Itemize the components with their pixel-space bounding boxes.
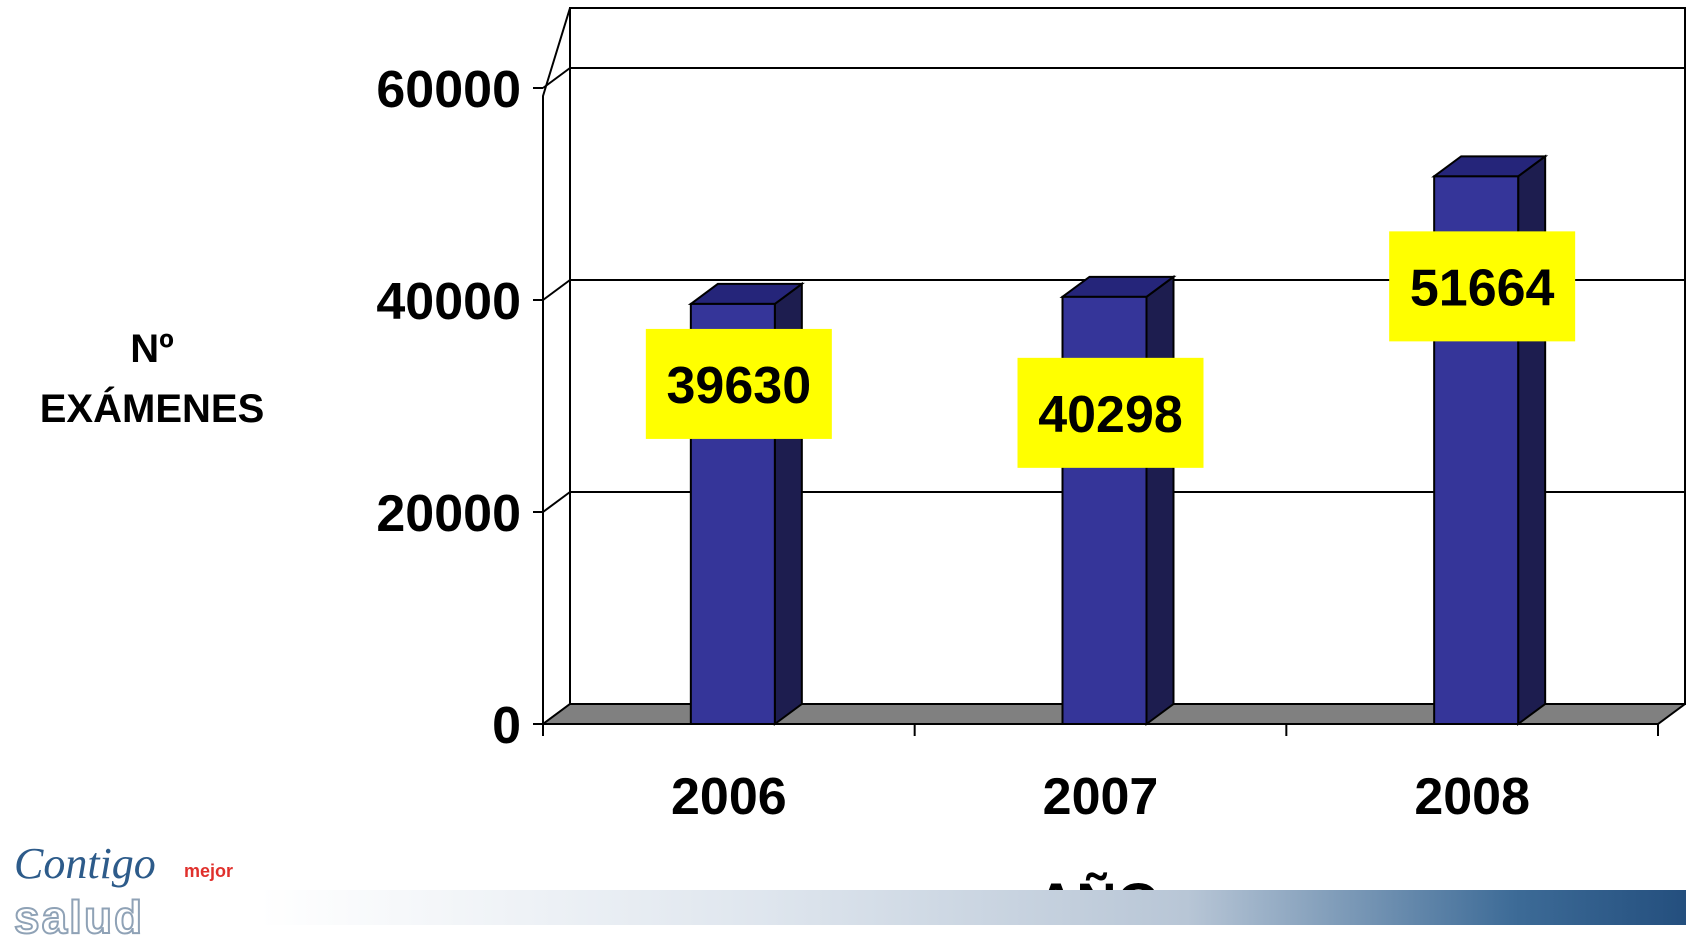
data-label-box-2006 — [645, 328, 832, 439]
x-tick-labels: 2006 2007 2008 — [671, 768, 1530, 826]
y-axis-title-line-2: EXÁMENES — [40, 386, 265, 431]
data-label-text-2007: 40298 — [1038, 386, 1183, 444]
data-label-2006: 39630 — [645, 328, 832, 439]
y-tick-label-60000: 60000 — [376, 61, 521, 119]
logo-text-mejor: mejor — [184, 861, 234, 881]
data-label-2007: 40298 — [1017, 357, 1204, 468]
data-label-box-2007 — [1017, 357, 1204, 468]
data-label-2008: 51664 — [1389, 231, 1576, 342]
bar-2007 — [1059, 274, 1177, 726]
y-tick-label-40000: 40000 — [376, 273, 521, 331]
y-axis-title-line-1: Nº — [130, 327, 174, 371]
x-tick-label-2006: 2006 — [671, 768, 787, 826]
logo: Contigo mejor salud — [13, 839, 254, 942]
y-tick-label-20000: 20000 — [376, 485, 521, 543]
x-tick-label-2008: 2008 — [1414, 768, 1530, 826]
gridline-side-20000 — [542, 491, 571, 513]
side-wall — [542, 7, 571, 726]
footer-band — [260, 890, 1686, 925]
gridline-side-40000 — [542, 279, 571, 301]
data-labels: 39630 40298 51664 — [645, 231, 1576, 468]
x-tick-label-2007: 2007 — [1043, 768, 1159, 826]
y-tick-labels: 0 20000 40000 60000 — [376, 61, 521, 755]
logo-text-contigo: Contigo — [14, 839, 156, 888]
y-tick-label-0: 0 — [492, 697, 521, 755]
data-label-text-2008: 51664 — [1410, 259, 1555, 317]
bar-side-2007 — [1145, 274, 1175, 726]
data-label-box-2008 — [1389, 231, 1576, 342]
logo-text-salud: salud — [13, 891, 145, 943]
gridline-side-60000 — [542, 67, 571, 89]
data-label-text-2006: 39630 — [667, 357, 812, 415]
